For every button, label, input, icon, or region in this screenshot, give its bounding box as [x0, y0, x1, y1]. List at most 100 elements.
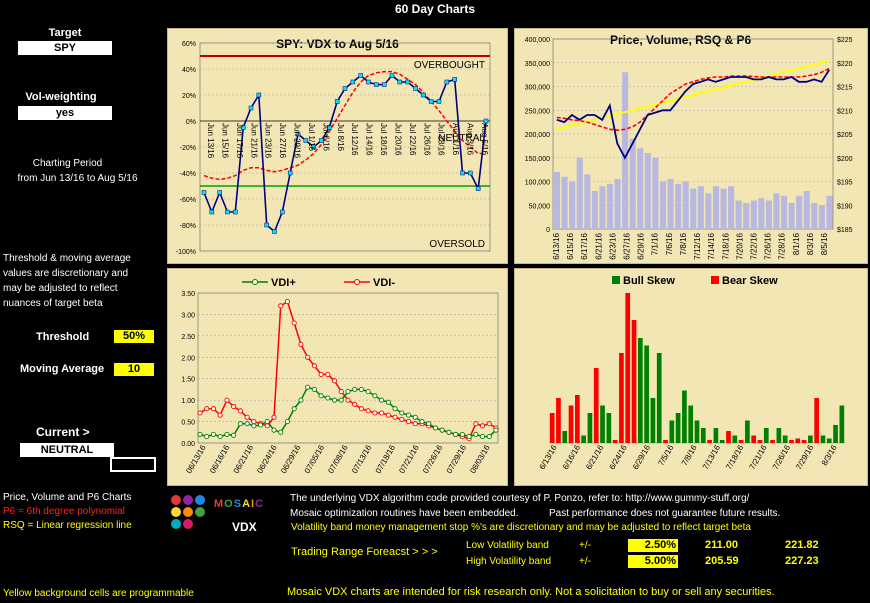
high-band-pct-input[interactable]: 5.00% — [628, 555, 678, 568]
x-tick-label: 7/8/16 — [679, 232, 688, 255]
vdi-minus-point — [284, 299, 291, 305]
price-chart-panel: Price, Volume, RSQ & P6 400,000 350,000 30… — [514, 28, 868, 264]
x-tick-label: 06/21/16 — [232, 443, 256, 475]
logo-dot — [171, 495, 181, 505]
vdi-plus-point — [231, 432, 237, 438]
x-tick-label: Jun 23/16 — [264, 123, 273, 159]
y-tick-label: 2.00 — [181, 355, 195, 362]
volume-bar — [743, 202, 750, 229]
threshold-input[interactable]: 50% — [114, 330, 154, 343]
volume-bar — [659, 181, 667, 229]
vdi-minus-point — [251, 419, 257, 425]
vdi-minus-point — [231, 404, 237, 410]
logo-letter: C — [255, 498, 265, 510]
vdi-plus-point — [385, 399, 391, 405]
logo-dot — [195, 495, 205, 505]
vdx-point — [452, 77, 457, 82]
bull-skew-bar — [656, 353, 662, 443]
y-left-tick-label: 350,000 — [525, 61, 550, 68]
logo-dot — [171, 507, 181, 517]
vdx-point — [280, 209, 285, 215]
logo-letter: M — [214, 498, 225, 510]
bull-skew-bar — [808, 435, 813, 443]
y-right-tick-label: $190 — [837, 203, 853, 210]
y-right-tick-label: $185 — [837, 227, 853, 234]
vdx-point — [444, 79, 450, 85]
vol-weighting-value-field[interactable]: yes — [18, 106, 112, 120]
y-tick-label: 0% — [186, 119, 196, 126]
vdi-plus-point — [399, 410, 405, 416]
legend-p6: P6 = 6th degree polynomial — [3, 506, 126, 517]
vdi-plus-point — [251, 423, 257, 429]
vdi-plus-point — [432, 425, 439, 431]
volume-bar — [584, 174, 591, 229]
vdx-point — [389, 73, 395, 78]
target-value-field[interactable]: SPY — [18, 41, 112, 55]
vdi-plus-point — [291, 406, 297, 412]
vdx-point — [233, 209, 238, 215]
logo-dot — [183, 495, 193, 505]
vdi-minus-point — [392, 414, 398, 420]
vdx-point — [475, 186, 481, 191]
bear-skew-bar — [801, 440, 807, 443]
y-right-tick-label: $205 — [837, 132, 853, 139]
programmable-note: Yellow background cells are programmable — [3, 588, 194, 599]
volume-bar — [667, 179, 674, 229]
x-tick-label: 06/29/16 — [279, 443, 303, 475]
threshold-label: Threshold — [36, 331, 90, 343]
target-label: Target — [48, 27, 82, 39]
vdi-minus-point — [412, 421, 418, 427]
vdi-plus-point — [345, 389, 351, 395]
bear-skew-bar — [556, 398, 561, 443]
rsq-line — [556, 59, 830, 131]
threshold-note: Threshold & moving average values are di… — [3, 251, 163, 311]
y-tick-label: 40% — [182, 67, 196, 74]
x-tick-label: Jul 20/16 — [393, 123, 402, 156]
vdx-point — [334, 99, 340, 104]
volume-bar — [758, 198, 765, 229]
bull-skew-bar — [637, 338, 643, 443]
vdi-minus-point — [224, 397, 230, 403]
x-tick-label: 8/3/16 — [820, 443, 839, 467]
bull-skew-bar — [763, 428, 769, 443]
vdi-plus-point — [210, 431, 217, 437]
vdi-minus-point — [338, 389, 344, 395]
x-tick-label: 7/26/16 — [764, 232, 773, 259]
y-left-tick-label: 300,000 — [525, 85, 550, 92]
x-tick-label: 7/1/16 — [651, 232, 660, 255]
note-line: values are discretionary and — [3, 268, 129, 279]
y-tick-label: 0.00 — [181, 441, 195, 448]
vdi-plus-point — [486, 434, 492, 440]
y-tick-label: -100% — [176, 249, 196, 256]
current-indicator-box — [110, 457, 156, 472]
bull-skew-bar — [719, 440, 725, 443]
bear-skew-bar — [814, 398, 820, 443]
moving-average-line — [203, 70, 486, 181]
volume-bar — [705, 193, 712, 229]
logo-word: MOSAIC — [214, 498, 264, 510]
x-tick-label: 07/13/16 — [350, 443, 374, 475]
moving-average-input[interactable]: 10 — [114, 363, 154, 376]
vdi-plus-point — [224, 431, 230, 437]
legend-bear-label: Bear Skew — [722, 275, 778, 287]
bull-skew-bar — [606, 413, 612, 443]
x-tick-label: 6/27/16 — [623, 232, 632, 259]
x-tick-label: Jul 8/16 — [336, 123, 345, 152]
high-band-high: 227.23 — [785, 555, 819, 567]
x-tick-label: 06/24/16 — [255, 443, 279, 475]
vdi-minus-point — [210, 406, 217, 412]
vdi-minus-point — [311, 363, 317, 369]
vdi-minus-point — [298, 341, 304, 347]
vdi-minus-point — [385, 412, 391, 418]
page-title: 60 Day Charts — [394, 2, 476, 16]
vdx-point — [201, 190, 207, 195]
forecast-label: Trading Range Foreacst > > > — [291, 546, 438, 558]
x-tick-label: 7/29/16 — [794, 443, 815, 471]
past-performance-text: Past performance does not guarantee futu… — [549, 508, 781, 519]
bear-skew-bar — [593, 368, 599, 443]
x-tick-label: 07/05/16 — [303, 443, 327, 475]
low-band-pct-input[interactable]: 2.50% — [628, 539, 678, 552]
x-tick-label: 7/26/16 — [771, 443, 792, 471]
bull-skew-bar — [562, 431, 568, 443]
vdx-point — [421, 92, 426, 98]
